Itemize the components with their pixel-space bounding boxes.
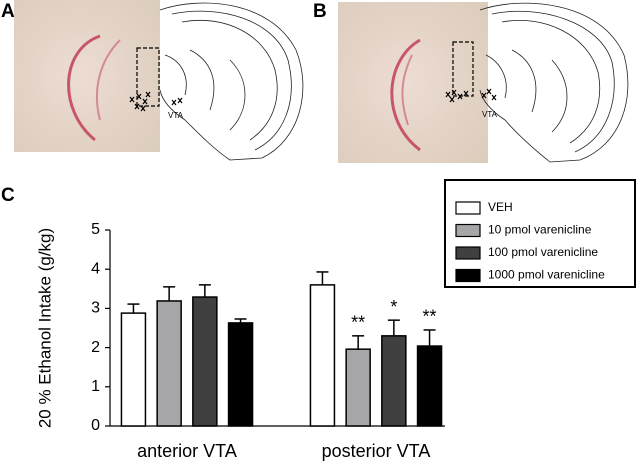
panel-label: B <box>313 1 327 22</box>
atlas-line <box>501 20 601 144</box>
histology-photo <box>14 0 160 152</box>
y-tick-label: 0 <box>91 417 100 434</box>
bar <box>309 284 336 427</box>
bar <box>227 322 254 427</box>
region-label: VTA <box>168 111 184 120</box>
atlas-line <box>485 49 568 133</box>
histology-photo <box>338 2 488 163</box>
hippocampus-stain <box>67 34 101 142</box>
significance: * <box>390 297 397 317</box>
legend-swatch <box>455 246 481 260</box>
legend-label: 10 pmol varenicline <box>488 223 592 237</box>
legend-label: VEH <box>488 200 513 214</box>
panel-label: C <box>1 185 15 206</box>
panel-label: A <box>1 1 15 22</box>
y-axis-label: 20 % Ethanol Intake (g/kg) <box>35 228 54 428</box>
x-tick-label: anterior VTA <box>137 441 237 461</box>
bar <box>381 335 407 427</box>
significance: ** <box>351 313 365 333</box>
significance: ** <box>423 307 437 327</box>
region-label: VTA <box>482 110 498 119</box>
y-tick-label: 2 <box>91 339 100 356</box>
atlas-line <box>181 19 278 141</box>
hippocampus-stain <box>390 38 421 152</box>
stain <box>96 39 121 121</box>
bar <box>192 296 218 427</box>
atlas-outline <box>159 2 304 161</box>
y-tick-label: 5 <box>91 221 100 238</box>
legend-swatch <box>455 223 481 238</box>
region-box <box>452 41 474 97</box>
atlas-line <box>171 10 292 151</box>
x-tick-label: posterior VTA <box>322 441 431 461</box>
atlas-outline <box>479 2 629 163</box>
bar <box>416 345 443 427</box>
legend-swatch <box>455 201 481 215</box>
panel-a: A VTA <box>1 0 304 161</box>
y-tick-label: 1 <box>91 378 100 395</box>
bar <box>156 300 182 427</box>
bar <box>120 312 147 427</box>
injection-sites <box>445 88 497 103</box>
region-box <box>136 47 160 107</box>
legend-label: 1000 pmol varenicline <box>488 268 605 282</box>
bar <box>345 348 371 427</box>
stain <box>401 54 413 126</box>
panel-b: B VTA <box>313 1 629 163</box>
injection-sites <box>129 91 183 112</box>
legend-label: 100 pmol varenicline <box>488 245 598 259</box>
legend-swatch <box>455 268 481 283</box>
atlas-line <box>164 49 246 131</box>
y-tick-label: 3 <box>91 300 100 317</box>
y-tick-label: 4 <box>91 260 100 277</box>
atlas-line <box>491 10 615 153</box>
